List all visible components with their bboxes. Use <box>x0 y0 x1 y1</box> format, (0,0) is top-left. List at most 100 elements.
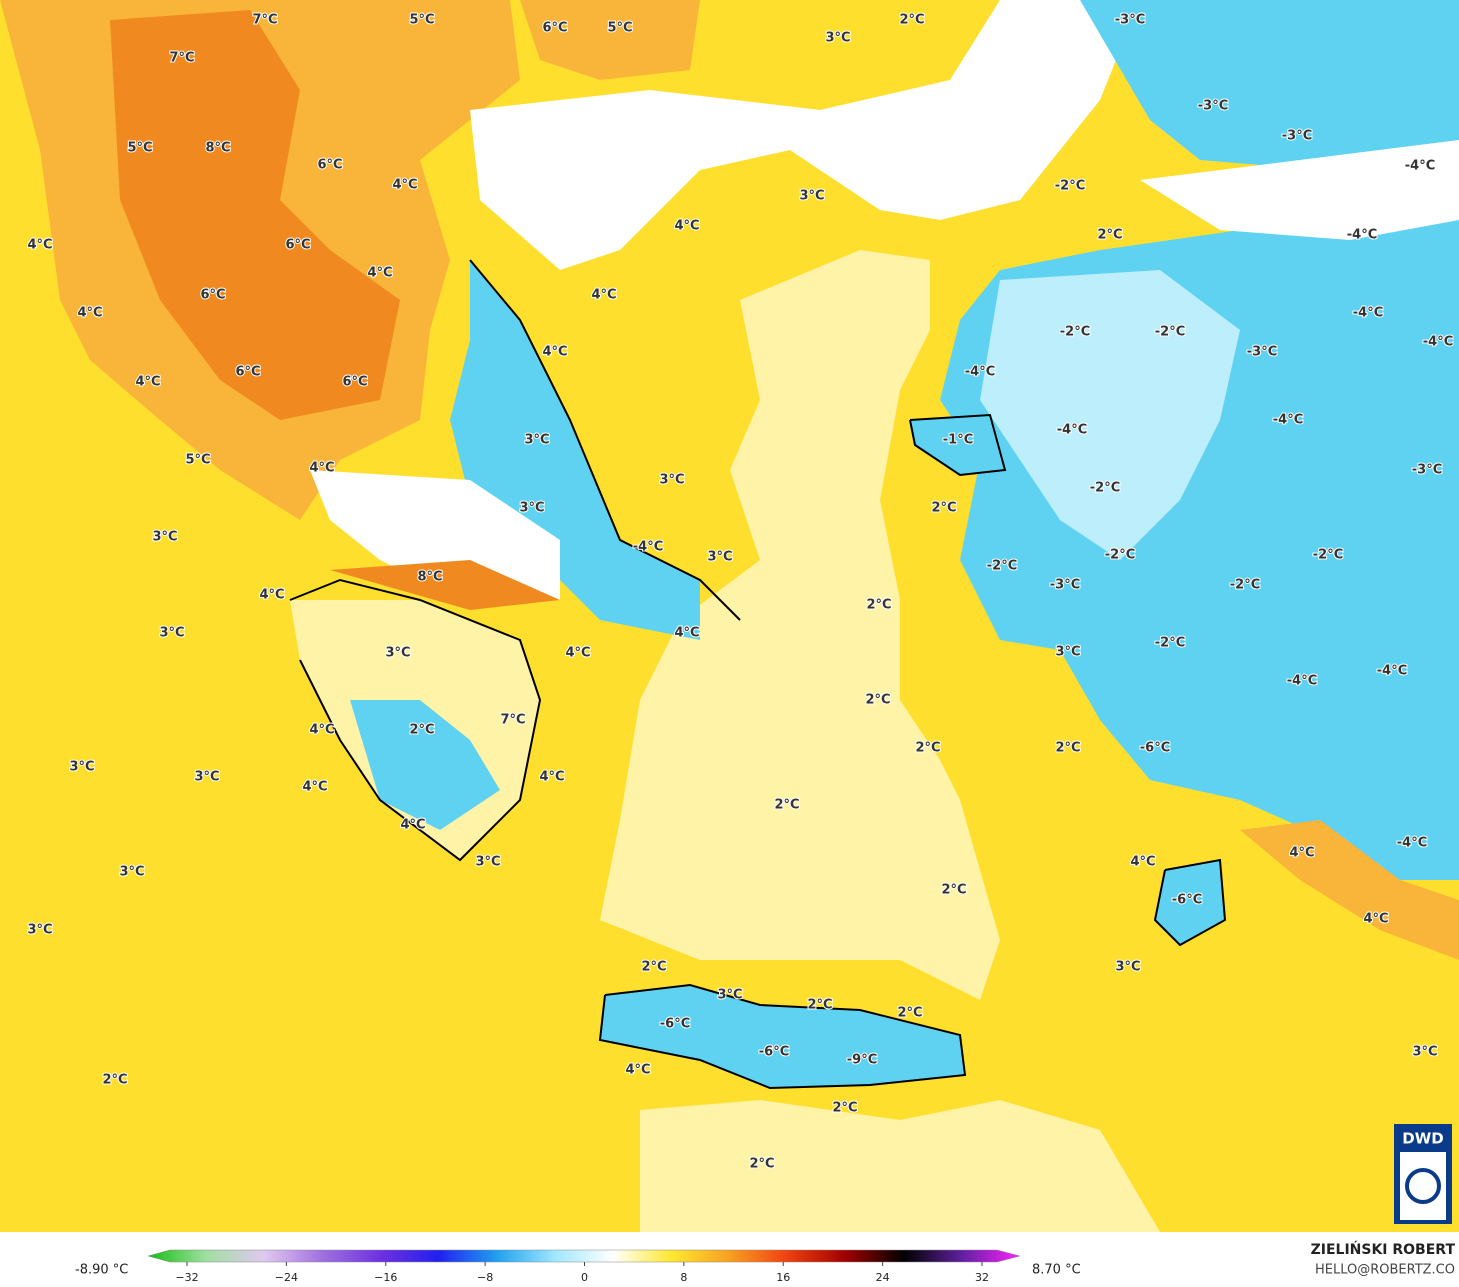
temperature-label: 4°C <box>542 345 567 360</box>
temperature-label: -3°C <box>1050 578 1080 593</box>
colorbar-tick-label: −16 <box>374 1271 397 1284</box>
temperature-label: 2°C <box>807 998 832 1013</box>
temperature-label: 2°C <box>866 598 891 613</box>
temperature-label: 3°C <box>385 646 410 661</box>
temperature-label: -4°C <box>1423 335 1453 350</box>
temperature-label: 2°C <box>915 741 940 756</box>
temperature-label: -2°C <box>1060 325 1090 340</box>
temperature-label: -4°C <box>1405 159 1435 174</box>
temperature-label: 2°C <box>409 723 434 738</box>
colorbar-tick-label: 16 <box>776 1271 790 1284</box>
temperature-label: 2°C <box>641 960 666 975</box>
temperature-label: 4°C <box>674 626 699 641</box>
temperature-label: 4°C <box>135 375 160 390</box>
temperature-label: -6°C <box>1172 893 1202 908</box>
colorbar-tick-label: 32 <box>975 1271 989 1284</box>
temperature-label: -2°C <box>1313 548 1343 563</box>
temperature-label: 3°C <box>119 865 144 880</box>
temperature-label: 7°C <box>500 713 525 728</box>
temperature-label: 4°C <box>302 780 327 795</box>
temperature-label: 2°C <box>1055 741 1080 756</box>
author: ZIELIŃSKI ROBERT <box>1311 1240 1456 1258</box>
temperature-label: 6°C <box>342 375 367 390</box>
temperature-label: 2°C <box>749 1157 774 1172</box>
temperature-label: 4°C <box>27 238 52 253</box>
colorbar-tick-label: −32 <box>175 1271 198 1284</box>
temperature-label: -4°C <box>1057 423 1087 438</box>
temperature-label: -4°C <box>1287 674 1317 689</box>
temperature-label: -3°C <box>1115 13 1145 28</box>
coastlines <box>289 259 1227 1090</box>
temperature-label: -6°C <box>1140 741 1170 756</box>
temperature-label: 3°C <box>799 189 824 204</box>
temperature-label: 3°C <box>1115 960 1140 975</box>
temperature-label: 3°C <box>659 473 684 488</box>
temperature-label: 2°C <box>899 13 924 28</box>
temperature-label: 6°C <box>317 158 342 173</box>
temperature-label: 5°C <box>607 21 632 36</box>
map-background <box>0 0 1459 1232</box>
temperature-label: -4°C <box>1273 413 1303 428</box>
colorbar-tick-label: −24 <box>275 1271 298 1284</box>
temperature-label: -2°C <box>1230 578 1260 593</box>
temperature-label: -3°C <box>1198 99 1228 114</box>
colorbar-tick-label: 24 <box>876 1271 890 1284</box>
temperature-label: 3°C <box>1412 1045 1437 1060</box>
temperature-label: 3°C <box>717 988 742 1003</box>
temperature-label: -2°C <box>1155 636 1185 651</box>
temperature-label: -1°C <box>943 433 973 448</box>
temperature-label: 4°C <box>591 288 616 303</box>
colorbar <box>147 1249 1021 1263</box>
temperature-label: -2°C <box>1105 548 1135 563</box>
temperature-label: 4°C <box>1289 846 1314 861</box>
contact: HELLO@ROBERTZ.CO <box>1315 1263 1455 1278</box>
temperature-label: 6°C <box>235 365 260 380</box>
temperature-label: -4°C <box>1377 664 1407 679</box>
temperature-label: 2°C <box>865 693 890 708</box>
temperature-label: 4°C <box>259 588 284 603</box>
temperature-label: 6°C <box>542 21 567 36</box>
temperature-label: 3°C <box>825 31 850 46</box>
temperature-label: -6°C <box>660 1017 690 1032</box>
temperature-label: -2°C <box>1090 481 1120 496</box>
temperature-label: 3°C <box>524 433 549 448</box>
temperature-label: 7°C <box>169 51 194 66</box>
temperature-label: 2°C <box>774 798 799 813</box>
colorbar-tick-label: 8 <box>680 1271 687 1284</box>
temperature-label: -6°C <box>759 1045 789 1060</box>
temperature-label: 3°C <box>519 501 544 516</box>
temperature-label: -3°C <box>1282 129 1312 144</box>
temperature-label: 4°C <box>625 1063 650 1078</box>
temperature-label: 5°C <box>409 13 434 28</box>
temperature-label: 4°C <box>309 461 334 476</box>
temperature-label: 4°C <box>400 818 425 833</box>
temperature-label: 3°C <box>159 626 184 641</box>
temperature-label: 4°C <box>77 306 102 321</box>
colorbar-tick-label: 0 <box>581 1271 588 1284</box>
temperature-label: 3°C <box>707 550 732 565</box>
temperature-label: -4°C <box>1353 306 1383 321</box>
temperature-label: 6°C <box>285 238 310 253</box>
temperature-label: -4°C <box>633 540 663 555</box>
temperature-label: 4°C <box>367 266 392 281</box>
temperature-label: -2°C <box>1155 325 1185 340</box>
temperature-label: -9°C <box>847 1053 877 1068</box>
temperature-label: 4°C <box>565 646 590 661</box>
temperature-label: 2°C <box>897 1006 922 1021</box>
temperature-label: 3°C <box>27 923 52 938</box>
temperature-label: 3°C <box>1055 645 1080 660</box>
temperature-label: 2°C <box>941 883 966 898</box>
temperature-label: 5°C <box>185 453 210 468</box>
temperature-label: 4°C <box>674 219 699 234</box>
temperature-label: 3°C <box>152 530 177 545</box>
temperature-label: 4°C <box>539 770 564 785</box>
temperature-label: -2°C <box>987 559 1017 574</box>
temperature-label: -3°C <box>1412 463 1442 478</box>
legend-min: -8.90 °C <box>75 1263 128 1278</box>
temperature-label: 3°C <box>475 855 500 870</box>
temperature-label: -4°C <box>965 365 995 380</box>
temperature-label: 2°C <box>1097 228 1122 243</box>
logo-text: DWD <box>1402 1130 1443 1148</box>
temperature-label: 2°C <box>102 1073 127 1088</box>
temperature-label: 5°C <box>127 141 152 156</box>
